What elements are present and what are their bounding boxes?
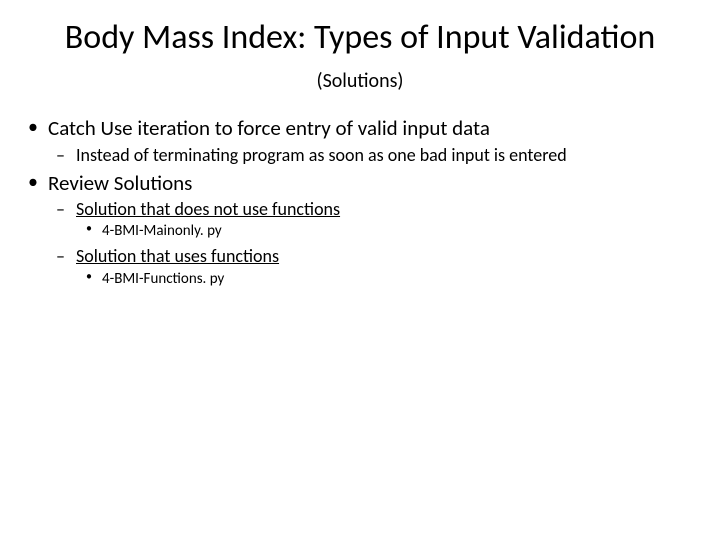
list-item: Instead of terminating program as soon a… bbox=[48, 143, 700, 167]
title-suffix: (Solutions) bbox=[317, 69, 404, 93]
title-main: Body Mass Index: Types of Input Validati… bbox=[65, 17, 655, 58]
bullet-list-sub: Solution that does not use functions 4-B… bbox=[48, 197, 700, 290]
list-item: Catch Use iteration to force entry of va… bbox=[20, 114, 700, 167]
list-item: Review Solutions Solution that does not … bbox=[20, 169, 700, 290]
slide: Body Mass Index: Types of Input Validati… bbox=[0, 0, 720, 540]
bullet-text: Catch Use iteration to force entry of va… bbox=[48, 115, 490, 141]
bullet-text: Instead of terminating program as soon a… bbox=[76, 144, 567, 166]
bullet-list-subsub: 4-BMI-Functions. py bbox=[76, 269, 700, 290]
list-item: Solution that uses functions 4-BMI-Funct… bbox=[48, 244, 700, 289]
bullet-list: Catch Use iteration to force entry of va… bbox=[20, 114, 700, 290]
list-item: 4-BMI-Mainonly. py bbox=[76, 221, 700, 242]
bullet-list-subsub: 4-BMI-Mainonly. py bbox=[76, 221, 700, 242]
bullet-text: Solution that does not use functions bbox=[76, 198, 340, 220]
bullet-text: Review Solutions bbox=[48, 170, 192, 196]
bullet-text: 4-BMI-Functions. py bbox=[102, 270, 224, 288]
list-item: 4-BMI-Functions. py bbox=[76, 269, 700, 290]
list-item: Solution that does not use functions 4-B… bbox=[48, 197, 700, 242]
slide-title: Body Mass Index: Types of Input Validati… bbox=[20, 18, 700, 96]
bullet-list-sub: Instead of terminating program as soon a… bbox=[48, 143, 700, 167]
bullet-text: Solution that uses functions bbox=[76, 245, 279, 267]
bullet-text: 4-BMI-Mainonly. py bbox=[102, 222, 222, 240]
